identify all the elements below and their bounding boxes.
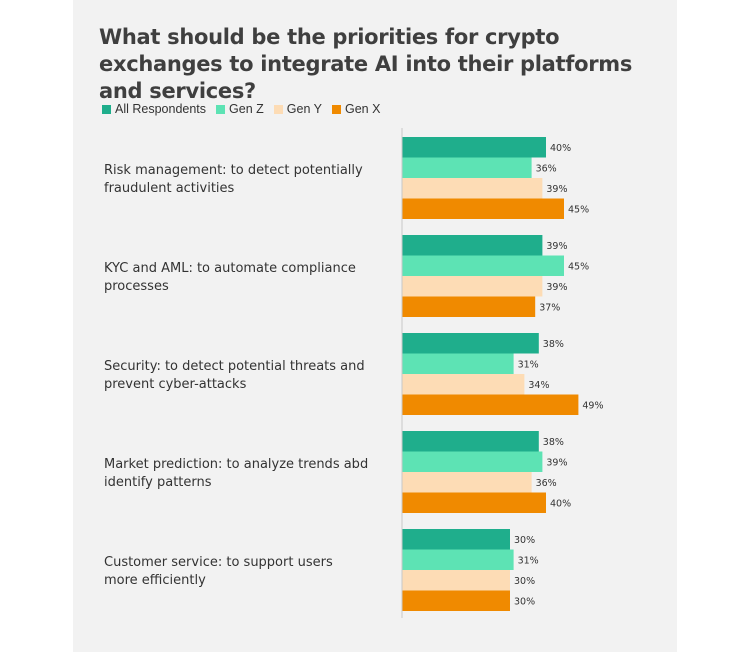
- category-label: prevent cyber-attacks: [104, 377, 247, 392]
- data-label: 34%: [528, 380, 549, 391]
- data-label: 39%: [546, 241, 567, 252]
- chart-title: What should be the priorities for crypto…: [99, 25, 633, 103]
- bar: [402, 431, 539, 452]
- category-label: Market prediction: to analyze trends abd: [104, 457, 368, 472]
- bar: [402, 549, 514, 570]
- category-label: Security: to detect potential threats an…: [104, 359, 365, 374]
- data-label: 45%: [568, 261, 589, 272]
- category-label: KYC and AML: to automate compliance: [104, 261, 356, 276]
- bar: [402, 570, 510, 591]
- category-label: Risk management: to detect potentially: [104, 163, 363, 178]
- category-label: more efficiently: [104, 573, 206, 588]
- data-label: 30%: [514, 596, 535, 607]
- bar: [402, 235, 543, 256]
- category-label: fraudulent activities: [104, 181, 235, 196]
- legend-swatch: [273, 104, 283, 114]
- data-label: 31%: [518, 555, 539, 566]
- data-label: 39%: [546, 282, 567, 293]
- bar: [402, 333, 539, 354]
- data-label: 38%: [543, 339, 564, 350]
- legend-label: Gen Z: [229, 102, 264, 116]
- data-label: 39%: [546, 184, 567, 195]
- bar: [402, 529, 510, 550]
- bar: [402, 492, 546, 513]
- data-label: 30%: [514, 576, 535, 587]
- legend-swatch: [332, 104, 341, 114]
- bar: [402, 296, 536, 317]
- data-label: 37%: [539, 302, 560, 313]
- data-label: 30%: [514, 535, 535, 546]
- category-label: identify patterns: [104, 475, 212, 490]
- legend: All Respondents Gen Z Gen Y Gen X: [102, 102, 390, 116]
- category-label: processes: [104, 279, 169, 294]
- category-label: Customer service: to support users: [104, 555, 333, 570]
- bar: [402, 472, 532, 493]
- data-label: 36%: [536, 163, 557, 174]
- legend-label: Gen X: [345, 102, 381, 116]
- legend-item-gen-x: Gen X: [332, 102, 380, 116]
- data-label: 39%: [546, 457, 567, 468]
- bar: [402, 590, 510, 611]
- bar: [402, 178, 543, 199]
- data-label: 49%: [582, 400, 603, 411]
- data-label: 40%: [550, 498, 571, 509]
- bar: [402, 157, 532, 178]
- data-label: 31%: [518, 359, 539, 370]
- data-label: 36%: [536, 478, 557, 489]
- data-label: 38%: [543, 437, 564, 448]
- chart-panel: [73, 0, 677, 652]
- data-label: 40%: [550, 143, 571, 154]
- legend-item-gen-z: Gen Z: [216, 102, 264, 116]
- bar: [402, 394, 579, 415]
- legend-label: Gen Y: [286, 102, 322, 116]
- legend-label: All Respondents: [115, 102, 207, 116]
- bar: [402, 451, 543, 472]
- bar: [402, 374, 525, 395]
- bar: [402, 353, 514, 374]
- bar: [402, 137, 546, 158]
- bar: [402, 276, 543, 297]
- legend-swatch: [102, 104, 111, 114]
- data-label: 45%: [568, 204, 589, 215]
- legend-swatch: [216, 104, 226, 114]
- bar: [402, 255, 564, 276]
- legend-item-all-respondents: All Respondents: [102, 102, 206, 116]
- legend-item-gen-y: Gen Y: [273, 102, 322, 116]
- bar: [402, 198, 564, 219]
